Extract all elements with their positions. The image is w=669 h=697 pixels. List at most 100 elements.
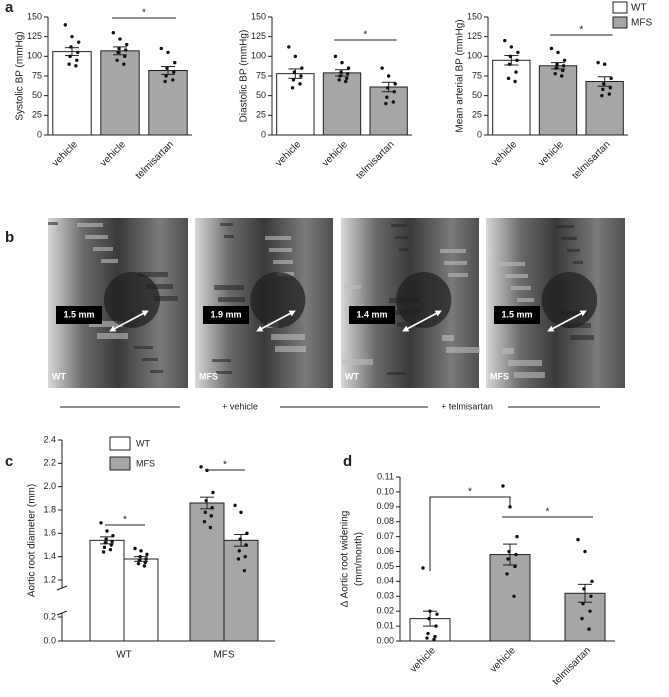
data-point: [237, 549, 241, 553]
data-point: [380, 66, 384, 70]
data-point: [508, 54, 513, 59]
data-point: [340, 60, 344, 65]
data-point: [77, 40, 81, 44]
significance-label: *: [123, 515, 127, 526]
y-tick-label: 0.05: [376, 561, 394, 571]
data-point: [238, 537, 242, 541]
speckle: [446, 347, 480, 353]
data-point: [516, 50, 520, 55]
genotype-label: MFS: [199, 371, 218, 381]
scale-box: [56, 306, 102, 324]
legend-label: MFS: [631, 18, 652, 29]
measure-arrow: [402, 310, 442, 332]
data-point: [333, 54, 338, 59]
x-tick-label: telmisartan: [570, 139, 612, 181]
data-point: [211, 490, 215, 495]
data-point: [339, 70, 343, 74]
y-tick-label: 1.8: [43, 504, 56, 514]
data-point: [236, 557, 241, 561]
data-point: [109, 543, 113, 547]
data-point: [298, 82, 302, 86]
data-point: [287, 45, 291, 49]
speckle: [97, 333, 128, 339]
speckle: [342, 359, 373, 365]
data-point: [602, 82, 606, 86]
legend-label: MFS: [136, 458, 155, 468]
data-point: [512, 594, 516, 598]
speckle: [265, 236, 291, 240]
data-point: [507, 549, 511, 554]
data-point: [165, 66, 169, 70]
speckle: [85, 235, 108, 239]
data-point: [602, 62, 607, 66]
significance-label: *: [468, 487, 472, 498]
data-point: [556, 50, 560, 55]
y-tick-label: 0.09: [376, 501, 394, 511]
scale-label: 1.9 mm: [210, 309, 241, 319]
data-point: [242, 568, 247, 573]
data-point: [344, 76, 349, 81]
genotype-label: MFS: [490, 371, 509, 381]
y-tick-label: 0: [261, 129, 266, 139]
data-point: [587, 627, 591, 631]
y-tick-label: 25: [256, 110, 266, 120]
panel-label: d: [343, 453, 352, 470]
speckle: [134, 346, 153, 349]
data-point: [435, 612, 439, 616]
y-tick-label: 100: [251, 51, 266, 61]
data-point: [111, 533, 115, 538]
legend-label: WT: [631, 3, 647, 14]
data-point: [173, 60, 177, 65]
data-point: [209, 514, 213, 518]
data-point: [245, 531, 249, 536]
x-tick-label: telmisartan: [354, 139, 396, 181]
data-point: [293, 54, 298, 59]
scale-label: 1.5 mm: [63, 309, 94, 319]
legend-label: WT: [136, 438, 150, 448]
data-point: [239, 510, 243, 515]
speckle: [444, 261, 467, 265]
data-point: [590, 579, 594, 584]
data-point: [300, 66, 304, 70]
y-tick-label: 1.2: [43, 574, 56, 584]
speckle: [271, 334, 305, 340]
genotype-label: WT: [345, 371, 359, 381]
y-tick-label: 0: [37, 129, 42, 139]
data-point: [76, 50, 80, 55]
data-point: [103, 540, 108, 545]
y-tick-label: 125: [467, 31, 482, 41]
speckle: [573, 261, 583, 264]
data-point: [434, 624, 438, 628]
data-point: [580, 616, 584, 621]
data-point: [299, 74, 303, 78]
legend-swatch: [109, 456, 131, 471]
data-point: [69, 45, 73, 49]
data-point: [203, 510, 207, 515]
data-point: [143, 560, 147, 565]
bar: [223, 539, 259, 642]
y-tick-label: 50: [472, 90, 482, 100]
data-point: [233, 503, 237, 508]
data-point: [427, 616, 431, 621]
data-point: [514, 552, 518, 557]
data-point: [108, 547, 113, 552]
data-point: [243, 554, 247, 559]
data-point: [421, 566, 425, 570]
data-point: [111, 31, 115, 35]
data-point: [503, 38, 507, 43]
x-tick-label: vehicle: [98, 139, 128, 169]
scale-box: [203, 306, 249, 324]
data-point: [560, 74, 564, 78]
y-tick-label: 100: [467, 51, 482, 61]
data-point: [561, 64, 566, 68]
y-tick-label: 75: [32, 70, 42, 80]
data-point: [392, 90, 396, 94]
speckle: [275, 346, 306, 352]
y-axis-label: (mm/month): [354, 532, 365, 586]
bar: [100, 50, 140, 136]
speckle: [502, 348, 514, 354]
data-point: [116, 50, 120, 55]
scale-box: [349, 306, 395, 324]
data-point: [199, 465, 203, 469]
data-point: [145, 552, 149, 557]
